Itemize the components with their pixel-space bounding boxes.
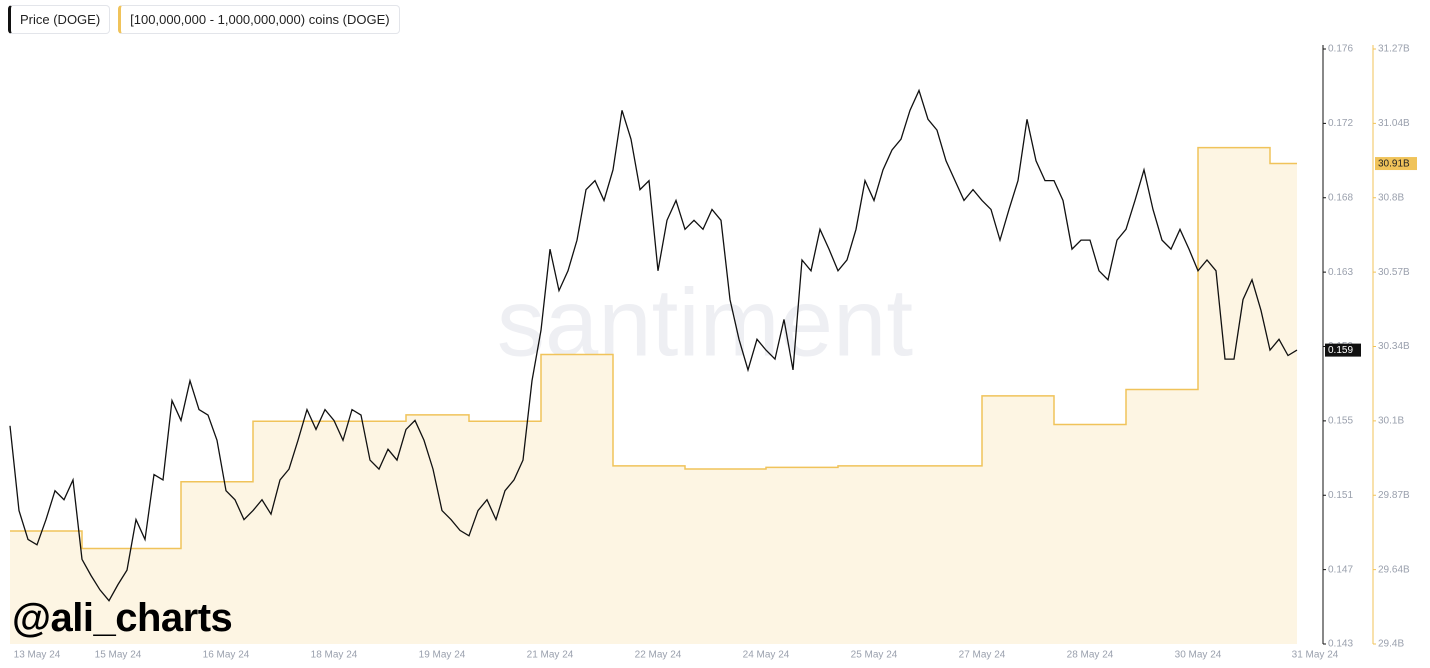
y-tick-label: 0.155: [1328, 416, 1353, 427]
x-tick-label: 28 May 24: [1067, 650, 1114, 661]
y-tick-label: 31.27B: [1378, 44, 1410, 55]
y-tick-label: 30.57B: [1378, 267, 1410, 278]
y-tick-label: 0.163: [1328, 267, 1353, 278]
legend-entry[interactable]: Price (DOGE): [8, 5, 111, 34]
y-tick-label: 30.34B: [1378, 341, 1410, 352]
x-tick-label: 13 May 24: [14, 650, 61, 661]
x-tick-label: 22 May 24: [635, 650, 682, 661]
y-tick-label: 0.176: [1328, 44, 1353, 55]
y-tick-label: 0.147: [1328, 564, 1353, 575]
x-tick-label: 15 May 24: [95, 650, 142, 661]
x-tick-label: 25 May 24: [851, 650, 898, 661]
legend-entry[interactable]: [100,000,000 - 1,000,000,000) coins (DOG…: [118, 5, 400, 34]
annotation: @ali_charts: [12, 596, 233, 640]
x-tick-label: 18 May 24: [311, 650, 358, 661]
x-tick-label: 31 May 24: [1292, 650, 1339, 661]
y-tick-label: 30.8B: [1378, 192, 1404, 203]
y-tick-label: 0.168: [1328, 192, 1353, 203]
y-tick-label: 29.64B: [1378, 564, 1410, 575]
current-value-badge: [1325, 343, 1361, 357]
x-tick-label: 16 May 24: [203, 650, 250, 661]
line: [10, 146, 1297, 550]
current-value-badge: [1375, 157, 1417, 171]
x-tick-label: 19 May 24: [419, 650, 466, 661]
y-tick-label: 29.4B: [1378, 639, 1404, 650]
y-tick-label: 0.143: [1328, 639, 1353, 650]
line: [9, 88, 1298, 602]
current-value-label: 30.91B: [1378, 159, 1410, 170]
area: [10, 147, 1297, 645]
x-tick-label: 24 May 24: [743, 650, 790, 661]
y-tick-label: 29.87B: [1378, 490, 1410, 501]
legend: Price (DOGE) [100,000,000 - 1,000,000,00…: [8, 5, 400, 34]
x-tick-label: 27 May 24: [959, 650, 1006, 661]
y-tick-label: 31.04B: [1378, 118, 1410, 129]
y-tick-label: 30.1B: [1378, 416, 1404, 427]
x-tick-label: 21 May 24: [527, 650, 574, 661]
y-tick-label: 0.151: [1328, 490, 1353, 501]
current-value-label: 0.159: [1328, 345, 1353, 356]
x-tick-label: 30 May 24: [1175, 650, 1222, 661]
y-tick-label: 0.172: [1328, 118, 1353, 129]
